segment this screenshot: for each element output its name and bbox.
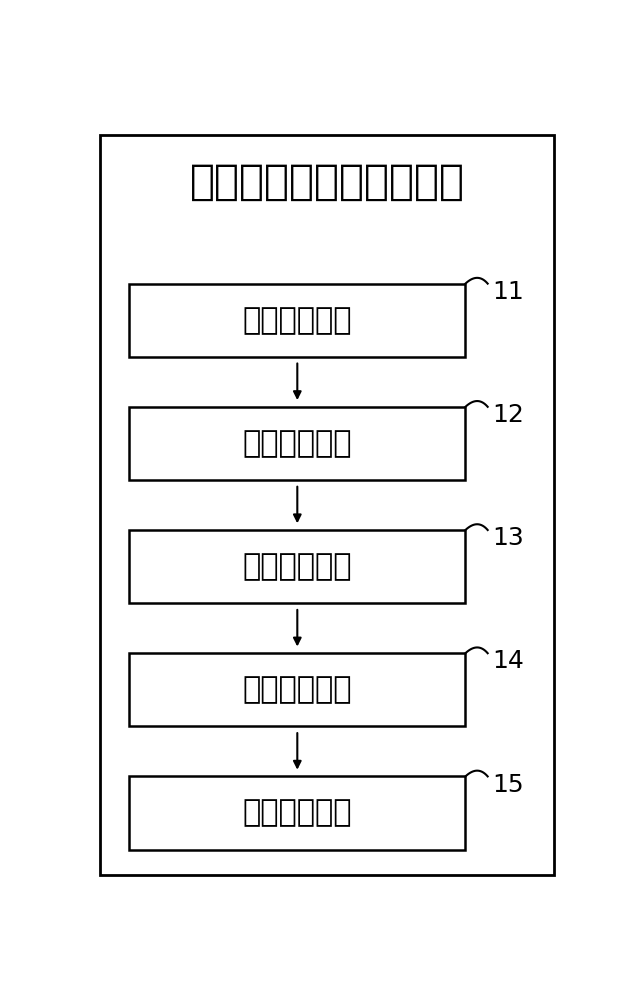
Text: 第二获取模块: 第二获取模块 [242, 429, 352, 458]
Bar [129, 284, 466, 357]
Bar [129, 653, 466, 726]
Bar [129, 407, 466, 480]
Text: 14: 14 [493, 649, 524, 673]
Text: 视频多码率切换处理装置: 视频多码率切换处理装置 [189, 161, 464, 203]
Text: 12: 12 [493, 403, 524, 427]
Bar [129, 530, 466, 603]
Text: 第二确定模块: 第二确定模块 [242, 675, 352, 704]
Text: 15: 15 [493, 773, 524, 797]
Text: 13: 13 [493, 526, 524, 550]
Text: 11: 11 [493, 280, 524, 304]
Text: 码率切换模块: 码率切换模块 [242, 798, 352, 828]
Bar [129, 776, 466, 850]
Text: 第一确定模块: 第一确定模块 [242, 552, 352, 581]
Text: 第一获取模块: 第一获取模块 [242, 306, 352, 335]
